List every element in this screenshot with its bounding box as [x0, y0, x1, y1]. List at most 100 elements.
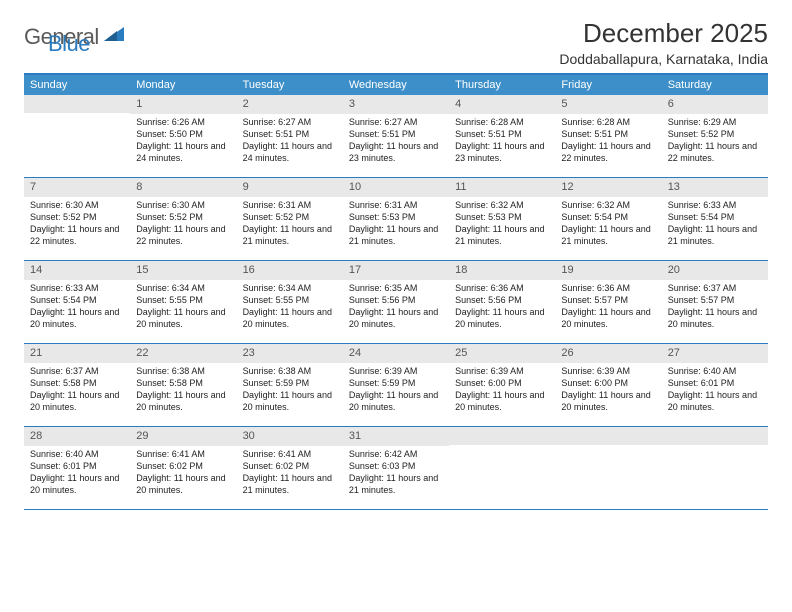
sunrise-text: Sunrise: 6:37 AM: [30, 365, 124, 377]
day-cell: 2Sunrise: 6:27 AMSunset: 5:51 PMDaylight…: [237, 95, 343, 177]
sunrise-text: Sunrise: 6:34 AM: [136, 282, 230, 294]
day-body: Sunrise: 6:39 AMSunset: 5:59 PMDaylight:…: [343, 365, 449, 414]
day-body: Sunrise: 6:34 AMSunset: 5:55 PMDaylight:…: [130, 282, 236, 331]
day-body: Sunrise: 6:28 AMSunset: 5:51 PMDaylight:…: [555, 116, 661, 165]
day-cell: 22Sunrise: 6:38 AMSunset: 5:58 PMDayligh…: [130, 344, 236, 426]
sunset-text: Sunset: 5:55 PM: [136, 294, 230, 306]
day-number: 9: [237, 178, 343, 197]
day-body: Sunrise: 6:40 AMSunset: 6:01 PMDaylight:…: [24, 448, 130, 497]
day-body: Sunrise: 6:37 AMSunset: 5:57 PMDaylight:…: [662, 282, 768, 331]
day-cell: [662, 427, 768, 509]
day-cell: 26 Sunrise: 6:39 AMSunset: 6:00 PMDayligh…: [555, 344, 661, 426]
day-number: 14: [24, 261, 130, 280]
weekday-header: Monday: [130, 75, 236, 95]
daylight-text: Daylight: 11 hours and 21 minutes.: [668, 223, 762, 247]
day-number: 31: [343, 427, 449, 446]
daylight-text: Daylight: 11 hours and 20 minutes.: [561, 389, 655, 413]
sunrise-text: Sunrise: 6:34 AM: [243, 282, 337, 294]
daylight-text: Daylight: 11 hours and 20 minutes.: [136, 389, 230, 413]
sunset-text: Sunset: 5:57 PM: [668, 294, 762, 306]
sunset-text: Sunset: 5:56 PM: [455, 294, 549, 306]
weekday-header: Tuesday: [237, 75, 343, 95]
sunrise-text: Sunrise: 6:30 AM: [136, 199, 230, 211]
daylight-text: Daylight: 11 hours and 21 minutes.: [349, 223, 443, 247]
sunrise-text: Sunrise: 6:33 AM: [30, 282, 124, 294]
daylight-text: Daylight: 11 hours and 20 minutes.: [243, 306, 337, 330]
sunrise-text: Sunrise: 6:40 AM: [30, 448, 124, 460]
day-body: Sunrise: 6:33 AMSunset: 5:54 PMDaylight:…: [24, 282, 130, 331]
day-cell: 24Sunrise: 6:39 AMSunset: 5:59 PMDayligh…: [343, 344, 449, 426]
weekday-header: Wednesday: [343, 75, 449, 95]
day-body: Sunrise: 6:41 AMSunset: 6:02 PMDaylight:…: [237, 448, 343, 497]
day-number: 28: [24, 427, 130, 446]
sunset-text: Sunset: 6:02 PM: [136, 460, 230, 472]
daylight-text: Daylight: 11 hours and 22 minutes.: [668, 140, 762, 164]
daylight-text: Daylight: 11 hours and 22 minutes.: [136, 223, 230, 247]
day-cell: 14 Sunrise: 6:33 AMSunset: 5:54 PMDayligh…: [24, 261, 130, 343]
day-cell: 20Sunrise: 6:37 AMSunset: 5:57 PMDayligh…: [662, 261, 768, 343]
day-cell: 6Sunrise: 6:29 AMSunset: 5:52 PMDaylight…: [662, 95, 768, 177]
day-cell: 19 Sunrise: 6:36 AMSunset: 5:57 PMDayligh…: [555, 261, 661, 343]
sunset-text: Sunset: 5:54 PM: [668, 211, 762, 223]
sunrise-text: Sunrise: 6:28 AM: [561, 116, 655, 128]
day-body: Sunrise: 6:36 AMSunset: 5:56 PMDaylight:…: [449, 282, 555, 331]
sunrise-text: Sunrise: 6:31 AM: [349, 199, 443, 211]
day-body: Sunrise: 6:39 AMSunset: 6:00 PMDaylight:…: [449, 365, 555, 414]
day-number-empty: [24, 95, 130, 113]
sunrise-text: Sunrise: 6:26 AM: [136, 116, 230, 128]
day-body: Sunrise: 6:37 AMSunset: 5:58 PMDaylight:…: [24, 365, 130, 414]
day-cell: 3Sunrise: 6:27 AMSunset: 5:51 PMDaylight…: [343, 95, 449, 177]
daylight-text: Daylight: 11 hours and 20 minutes.: [668, 389, 762, 413]
day-cell: 25Sunrise: 6:39 AMSunset: 6:00 PMDayligh…: [449, 344, 555, 426]
sunset-text: Sunset: 6:02 PM: [243, 460, 337, 472]
day-number: 23: [237, 344, 343, 363]
sunset-text: Sunset: 5:53 PM: [349, 211, 443, 223]
sunset-text: Sunset: 5:51 PM: [349, 128, 443, 140]
day-body: Sunrise: 6:30 AMSunset: 5:52 PMDaylight:…: [24, 199, 130, 248]
daylight-text: Daylight: 11 hours and 21 minutes.: [243, 223, 337, 247]
daylight-text: Daylight: 11 hours and 20 minutes.: [349, 306, 443, 330]
day-cell: 9Sunrise: 6:31 AMSunset: 5:52 PMDaylight…: [237, 178, 343, 260]
day-body: Sunrise: 6:39 AMSunset: 6:00 PMDaylight:…: [555, 365, 661, 414]
day-body: Sunrise: 6:27 AMSunset: 5:51 PMDaylight:…: [343, 116, 449, 165]
sunrise-text: Sunrise: 6:33 AM: [668, 199, 762, 211]
day-number: 16: [237, 261, 343, 280]
sunset-text: Sunset: 5:51 PM: [561, 128, 655, 140]
day-number: 29: [130, 427, 236, 446]
day-cell: 18Sunrise: 6:36 AMSunset: 5:56 PMDayligh…: [449, 261, 555, 343]
sunset-text: Sunset: 5:59 PM: [349, 377, 443, 389]
sunset-text: Sunset: 5:51 PM: [243, 128, 337, 140]
sunset-text: Sunset: 6:03 PM: [349, 460, 443, 472]
day-body: Sunrise: 6:29 AMSunset: 5:52 PMDaylight:…: [662, 116, 768, 165]
day-number: 12: [555, 178, 661, 197]
daylight-text: Daylight: 11 hours and 23 minutes.: [349, 140, 443, 164]
daylight-text: Daylight: 11 hours and 21 minutes.: [349, 472, 443, 496]
sunset-text: Sunset: 6:01 PM: [668, 377, 762, 389]
day-number-empty: [449, 427, 555, 445]
day-number: 26: [555, 344, 661, 363]
daylight-text: Daylight: 11 hours and 20 minutes.: [455, 389, 549, 413]
day-number: 2: [237, 95, 343, 114]
calendar-page: General December 2025 Doddaballapura, Ka…: [0, 0, 792, 528]
day-cell: 15Sunrise: 6:34 AMSunset: 5:55 PMDayligh…: [130, 261, 236, 343]
day-number: 19: [555, 261, 661, 280]
week-row: 1Sunrise: 6:26 AMSunset: 5:50 PMDaylight…: [24, 95, 768, 178]
sunrise-text: Sunrise: 6:35 AM: [349, 282, 443, 294]
sunset-text: Sunset: 5:52 PM: [243, 211, 337, 223]
day-cell: 12Sunrise: 6:32 AMSunset: 5:54 PMDayligh…: [555, 178, 661, 260]
day-cell: 27Sunrise: 6:40 AMSunset: 6:01 PMDayligh…: [662, 344, 768, 426]
day-number-empty: [555, 427, 661, 445]
day-body: Sunrise: 6:32 AMSunset: 5:53 PMDaylight:…: [449, 199, 555, 248]
daylight-text: Daylight: 11 hours and 23 minutes.: [455, 140, 549, 164]
daylight-text: Daylight: 11 hours and 20 minutes.: [243, 389, 337, 413]
day-cell: 31Sunrise: 6:42 AMSunset: 6:03 PMDayligh…: [343, 427, 449, 509]
daylight-text: Daylight: 11 hours and 20 minutes.: [349, 389, 443, 413]
calendar-grid: SundayMondayTuesdayWednesdayThursdayFrid…: [24, 73, 768, 510]
sunrise-text: Sunrise: 6:39 AM: [349, 365, 443, 377]
day-body: Sunrise: 6:36 AMSunset: 5:57 PMDaylight:…: [555, 282, 661, 331]
sunset-text: Sunset: 5:58 PM: [30, 377, 124, 389]
day-cell: 13Sunrise: 6:33 AMSunset: 5:54 PMDayligh…: [662, 178, 768, 260]
sunrise-text: Sunrise: 6:30 AM: [30, 199, 124, 211]
daylight-text: Daylight: 11 hours and 20 minutes.: [30, 389, 124, 413]
day-cell: 28 Sunrise: 6:40 AMSunset: 6:01 PMDayligh…: [24, 427, 130, 509]
